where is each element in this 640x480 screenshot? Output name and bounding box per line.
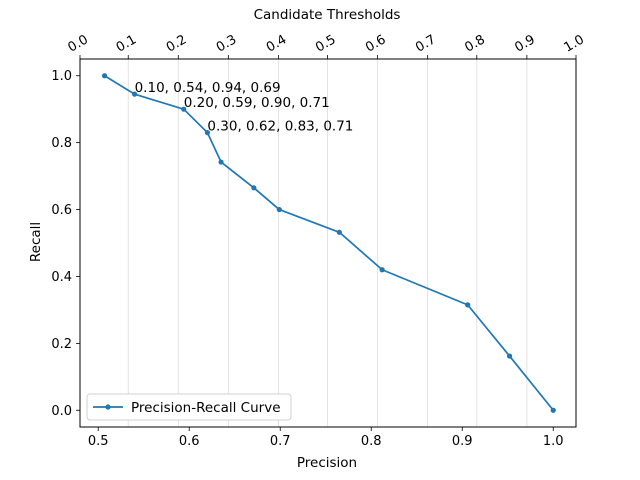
data-point-4 — [218, 159, 224, 165]
data-point-0 — [101, 73, 108, 79]
data-point-10 — [506, 353, 513, 359]
top-tick-label-1: 0.1 — [114, 32, 139, 55]
x-tick-label-3: 0.8 — [361, 434, 382, 449]
top-tick-label-3: 0.3 — [214, 32, 239, 55]
left-axis: 0.0 0.2 0.4 0.6 0.8 1.0 — [51, 69, 80, 419]
y-axis-label: Recall — [28, 222, 44, 262]
data-point-8 — [379, 267, 385, 273]
series-line-0 — [104, 75, 554, 411]
y-tick-label-2: 0.4 — [51, 270, 72, 285]
x-tick-label-4: 0.9 — [452, 434, 473, 449]
top-tick-label-10: 1.0 — [562, 32, 587, 55]
y-tick-label-5: 1.0 — [51, 69, 72, 84]
data-point-6 — [276, 206, 282, 213]
x-axis-label: Precision — [297, 455, 357, 471]
legend: Precision-Recall Curve — [86, 393, 292, 421]
y-tick-label-1: 0.2 — [51, 337, 72, 352]
top-tick-label-5: 0.5 — [313, 32, 338, 55]
top-axis: 0.0 0.1 0.2 0.3 0.4 0.5 0.6 0.7 0.8 0.9 1.0 — [66, 32, 587, 59]
top-tick-label-4: 0.4 — [264, 32, 289, 55]
annotation-1: 0.20, 0.59, 0.90, 0.71 — [184, 95, 330, 111]
data-point-5 — [251, 185, 257, 191]
data-point-2 — [181, 106, 187, 112]
top-tick-label-0: 0.0 — [66, 32, 91, 55]
top-tick-label-8: 0.8 — [462, 32, 487, 55]
x-tick-label-1: 0.6 — [179, 434, 200, 449]
data-point-3 — [204, 130, 211, 136]
y-tick-label-3: 0.6 — [51, 203, 72, 218]
top-axis-label: Candidate Thresholds — [254, 7, 401, 23]
top-tick-label-6: 0.6 — [363, 32, 388, 55]
x-tick-label-2: 0.7 — [270, 434, 291, 449]
x-tick-label-5: 1.0 — [543, 434, 564, 449]
legend-marker-swatch — [105, 404, 111, 410]
data-point-1 — [132, 91, 138, 97]
x-tick-label-0: 0.5 — [88, 434, 109, 449]
annotation-layer: 0.10, 0.54, 0.94, 0.690.20, 0.59, 0.90, … — [135, 80, 354, 134]
series-layer — [101, 73, 556, 413]
top-tick-label-2: 0.2 — [164, 32, 189, 55]
data-point-11 — [550, 407, 556, 413]
top-tick-label-7: 0.7 — [413, 32, 438, 55]
plot-frame — [79, 58, 577, 428]
bottom-axis: 0.5 0.6 0.7 0.8 0.9 1.0 — [88, 427, 564, 449]
annotation-2: 0.30, 0.62, 0.83, 0.71 — [207, 119, 353, 135]
data-point-7 — [336, 229, 342, 235]
legend-box — [86, 393, 292, 421]
top-tick-label-9: 0.9 — [512, 32, 537, 55]
y-tick-label-4: 0.8 — [51, 136, 72, 151]
legend-entry-label: Precision-Recall Curve — [131, 400, 281, 416]
data-point-9 — [465, 302, 471, 308]
grid-layer — [79, 59, 577, 427]
y-tick-label-0: 0.0 — [51, 404, 72, 419]
annotation-0: 0.10, 0.54, 0.94, 0.69 — [135, 80, 281, 96]
